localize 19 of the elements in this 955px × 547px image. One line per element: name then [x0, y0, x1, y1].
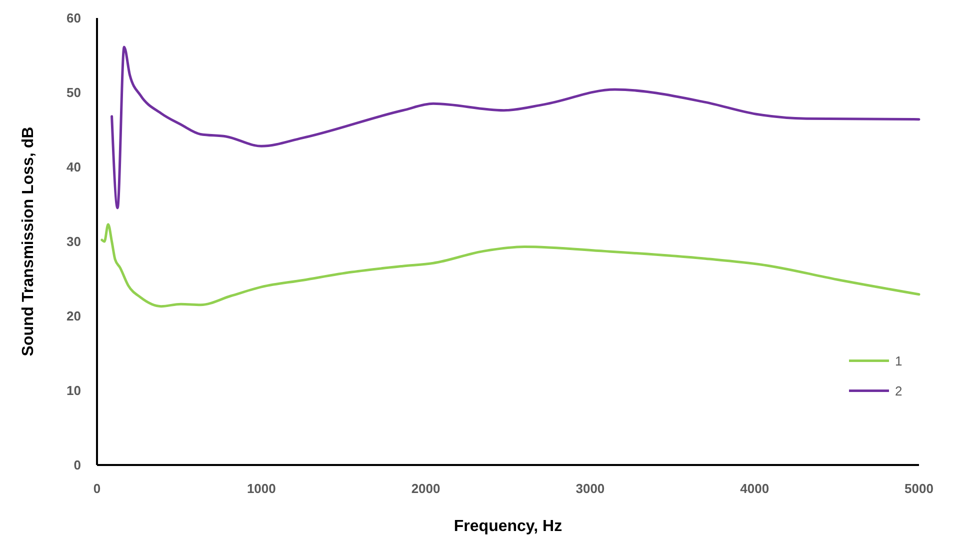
y-tick-label: 60 [66, 10, 81, 26]
y-tick-label: 50 [66, 85, 81, 100]
x-axis-title: Frequency, Hz [454, 518, 562, 535]
x-tick-label: 2000 [411, 481, 440, 496]
line-series [110, 46, 920, 210]
x-tick-label: 5000 [904, 481, 934, 496]
y-tick-label: 20 [66, 308, 81, 324]
y-tick-label: 40 [66, 160, 81, 175]
legend-label: 1 [895, 353, 902, 368]
legend-label: 2 [895, 383, 902, 398]
y-axis-title: Sound Transmission Loss, dB [20, 126, 37, 356]
x-tick-label: 1000 [246, 481, 276, 496]
x-tick-label: 3000 [576, 481, 605, 496]
line-series [100, 223, 920, 308]
y-tick-label: 10 [66, 383, 81, 398]
x-tick-label: 0 [93, 481, 101, 496]
y-tick-label: 30 [66, 234, 81, 250]
x-tick-label: 4000 [740, 481, 770, 496]
y-tick-label: 0 [74, 458, 81, 473]
